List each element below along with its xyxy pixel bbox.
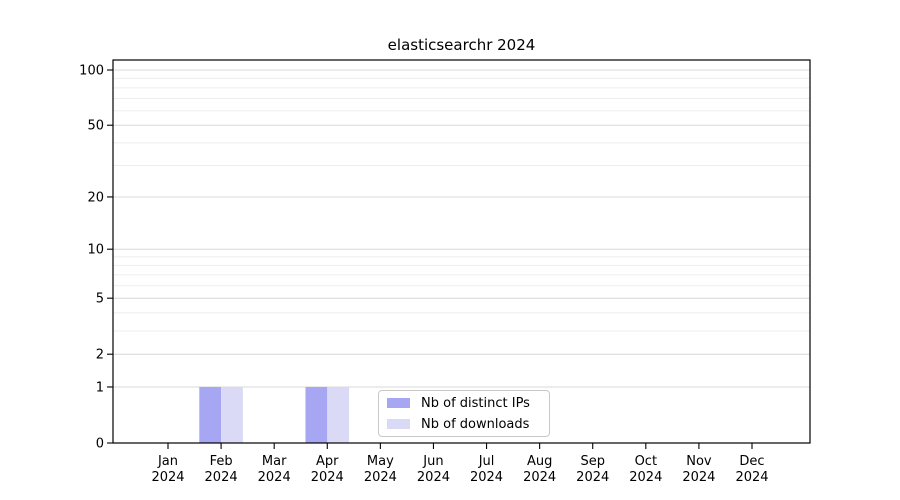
x-tick-label: Sep 2024 bbox=[576, 454, 609, 485]
legend-label-distinct-ips: Nb of distinct IPs bbox=[421, 395, 530, 411]
y-tick-label: 2 bbox=[96, 348, 104, 363]
chart-title: elasticsearchr 2024 bbox=[387, 36, 536, 54]
x-tick-label: Dec 2024 bbox=[735, 454, 768, 485]
x-tick-label: Jan 2024 bbox=[151, 454, 184, 485]
bar-downloads bbox=[327, 386, 350, 443]
bar-distinct-ips bbox=[305, 386, 328, 443]
legend-swatch-downloads bbox=[387, 419, 410, 429]
bars bbox=[199, 386, 350, 443]
x-tick-label: Apr 2024 bbox=[311, 454, 344, 485]
legend-label-downloads: Nb of downloads bbox=[421, 416, 530, 432]
legend-swatch-distinct-ips bbox=[387, 398, 410, 408]
x-tick-label: Jun 2024 bbox=[417, 454, 450, 485]
legend: Nb of distinct IPs Nb of downloads bbox=[378, 390, 550, 437]
plot-border-rect bbox=[112, 59, 811, 444]
y-tick-labels: 0 1 2 5 10 20 50 100 bbox=[79, 64, 104, 452]
x-tick-label: Mar 2024 bbox=[258, 454, 291, 485]
y-tick-label: 50 bbox=[87, 119, 104, 134]
bar-downloads bbox=[221, 386, 243, 443]
y-gridlines-major bbox=[113, 69, 810, 388]
x-tick-label: Oct 2024 bbox=[629, 454, 662, 485]
bar-distinct-ips bbox=[199, 386, 222, 443]
y-tick-label: 1 bbox=[96, 380, 104, 395]
y-tick-label: 100 bbox=[79, 64, 104, 79]
x-tick-label: Feb 2024 bbox=[205, 454, 238, 485]
x-tick-label: Jul 2024 bbox=[470, 454, 503, 485]
y-tick-label: 0 bbox=[96, 437, 104, 452]
y-tick-label: 20 bbox=[87, 190, 104, 205]
y-tick-label: 10 bbox=[87, 243, 104, 258]
legend-item: Nb of distinct IPs bbox=[387, 394, 549, 412]
x-tick-label: Nov 2024 bbox=[682, 454, 715, 485]
y-gridlines-minor bbox=[113, 77, 810, 332]
x-tick-labels: Jan 2024 Feb 2024 Mar 2024 Apr 2024 May 2024 Jun 20… bbox=[151, 454, 768, 485]
y-tick-label: 5 bbox=[96, 292, 104, 307]
x-tick-label: Aug 2024 bbox=[523, 454, 556, 485]
y-axis-ticks bbox=[107, 69, 113, 444]
x-axis-ticks bbox=[167, 443, 753, 449]
legend-item: Nb of downloads bbox=[387, 415, 549, 433]
plot-border bbox=[112, 59, 811, 444]
x-tick-label: May 2024 bbox=[364, 454, 397, 485]
